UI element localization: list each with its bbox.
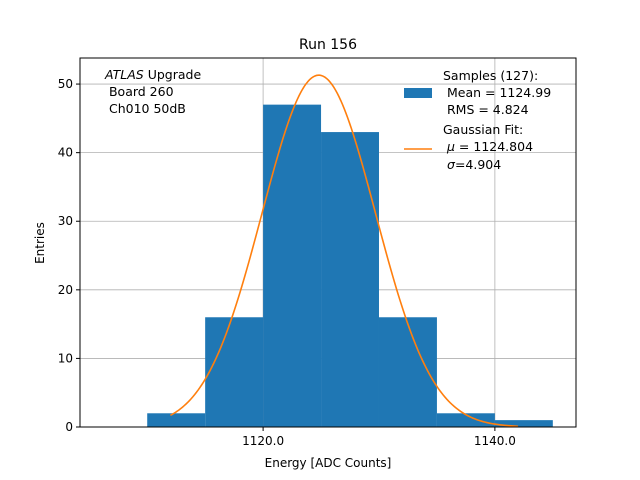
annotation-text: ATLAS Upgrade Board 260 Ch010 50dB	[104, 67, 201, 116]
legend-samples-line-2: Mean = 1124.99	[443, 85, 551, 100]
annotation-upgrade: Upgrade	[144, 67, 202, 82]
y-axis-label: Entries	[33, 222, 47, 264]
y-tick-label-2: 20	[58, 283, 73, 297]
histogram-bars	[147, 104, 553, 428]
histogram-bar-5	[436, 413, 495, 427]
y-tick-label-4: 40	[58, 146, 73, 160]
chart-title: Run 156	[299, 37, 357, 53]
legend-samples-swatch	[404, 88, 432, 98]
histogram-bar-6	[494, 420, 553, 427]
legend-samples-line-1: Samples (127):	[443, 68, 538, 83]
annotation-atlas: ATLAS	[104, 67, 144, 82]
y-tick-label-3: 30	[58, 214, 73, 228]
legend-sigma-value: =4.904	[455, 157, 501, 172]
fit-curve-group	[170, 74, 519, 428]
gaussian-fit-curve	[170, 74, 519, 428]
annotation-line-3: Ch010 50dB	[105, 101, 186, 116]
annotation-line-1: ATLAS Upgrade	[104, 67, 201, 82]
plot-frame	[79, 57, 577, 428]
annotation-line-2: Board 260	[105, 84, 174, 99]
legend-mu-value: = 1124.804	[455, 139, 533, 154]
legend-fit-line-2: μ = 1124.804	[446, 139, 533, 154]
legend-samples-line-3: RMS = 4.824	[443, 102, 529, 117]
legend-fit-line-1: Gaussian Fit:	[443, 122, 523, 137]
legend-sigma-symbol: σ	[447, 157, 456, 172]
histogram-bar-4	[378, 317, 437, 427]
histogram-bar-1	[205, 317, 264, 427]
histogram-bar-0	[147, 413, 206, 427]
legend-mu-symbol: μ	[446, 139, 455, 154]
y-tick-label-1: 10	[58, 351, 73, 365]
x-axis-label: Energy [ADC Counts]	[265, 456, 392, 470]
y-tick-label-0: 0	[65, 420, 73, 434]
x-tick-label-0: 1120.0	[242, 434, 284, 448]
legend: Samples (127): Mean = 1124.99 RMS = 4.82…	[404, 68, 551, 172]
y-tick-label-5: 50	[58, 77, 73, 91]
histogram-bar-3	[321, 132, 379, 428]
x-tick-label-1: 1140.0	[474, 434, 516, 448]
legend-fit-line-3: σ=4.904	[447, 157, 501, 172]
axis-ticks: 1120.0 1140.0 0 10 20 30 40 50	[58, 77, 516, 448]
histogram-bar-2	[263, 104, 322, 427]
